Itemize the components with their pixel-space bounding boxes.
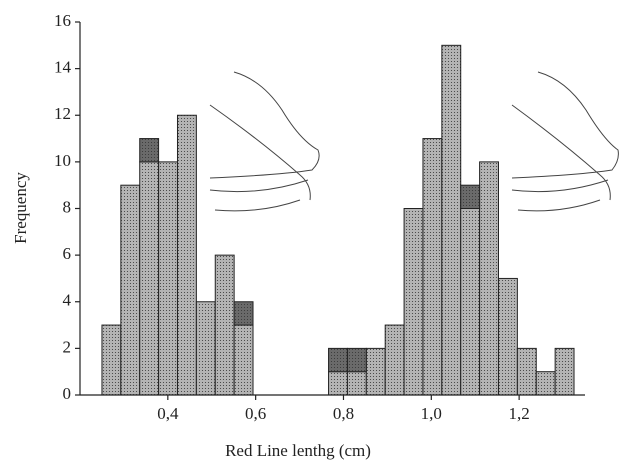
x-axis-label: Red Line lenthg (cm) bbox=[225, 441, 371, 460]
bar bbox=[497, 277, 518, 396]
y-tick-label: 6 bbox=[63, 244, 72, 263]
x-tick-label: 1,2 bbox=[509, 404, 530, 423]
bar bbox=[346, 347, 367, 373]
bar bbox=[516, 347, 537, 396]
bar bbox=[365, 347, 386, 396]
bar bbox=[384, 324, 405, 396]
bar bbox=[176, 114, 197, 396]
bar bbox=[346, 371, 367, 396]
bar bbox=[120, 184, 141, 396]
bar bbox=[158, 161, 178, 396]
bar bbox=[441, 44, 462, 396]
y-tick-label: 12 bbox=[54, 104, 71, 123]
drawing-left bbox=[209, 71, 320, 212]
drawing-right bbox=[511, 71, 619, 212]
bar bbox=[535, 371, 556, 396]
y-tick-label: 16 bbox=[54, 11, 71, 30]
bar bbox=[554, 347, 575, 396]
y-axis-label: Frequency bbox=[11, 172, 30, 244]
bar bbox=[403, 208, 424, 396]
x-tick-label: 0,6 bbox=[245, 404, 266, 423]
y-tick-label: 8 bbox=[63, 197, 72, 216]
bar bbox=[422, 138, 443, 396]
bar bbox=[233, 324, 254, 396]
bar bbox=[139, 161, 160, 396]
bar bbox=[328, 371, 348, 396]
bar bbox=[214, 254, 235, 396]
bar bbox=[139, 138, 160, 163]
y-tick-label: 14 bbox=[54, 58, 72, 77]
y-tick-label: 4 bbox=[63, 291, 72, 310]
y-tick-label: 10 bbox=[54, 151, 71, 170]
bar bbox=[101, 324, 122, 396]
x-tick-label: 0,4 bbox=[157, 404, 179, 423]
bar bbox=[233, 301, 254, 326]
bar bbox=[479, 161, 499, 396]
y-tick-label: 0 bbox=[63, 384, 72, 403]
bar bbox=[460, 184, 481, 209]
y-tick-label: 2 bbox=[63, 337, 72, 356]
x-tick-label: 0,8 bbox=[333, 404, 354, 423]
x-tick-label: 1,0 bbox=[421, 404, 442, 423]
bar bbox=[195, 301, 216, 396]
bar bbox=[328, 347, 348, 373]
bar bbox=[460, 208, 481, 396]
